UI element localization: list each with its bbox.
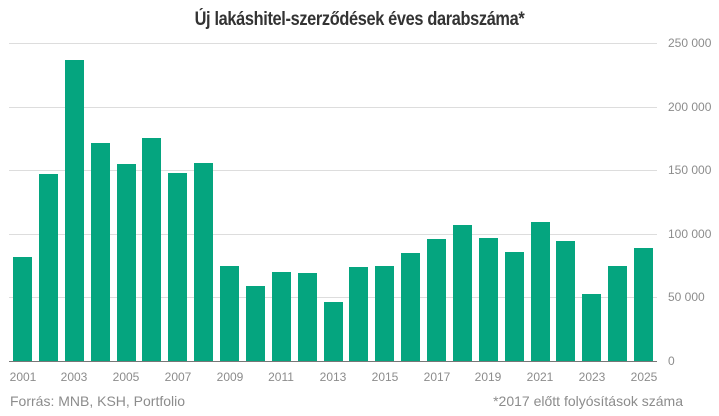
x-tick-label: 2009 (216, 370, 244, 384)
y-tick-label: 0 (668, 354, 675, 368)
bar-2023 (582, 294, 601, 361)
x-tick-label: 2011 (268, 370, 294, 384)
bar-2001 (13, 257, 32, 361)
bar-2012 (298, 273, 317, 361)
bar-2013 (324, 302, 343, 361)
bar-2021 (531, 222, 550, 361)
gridline (9, 234, 657, 235)
x-tick-label: 2003 (60, 370, 88, 384)
bar-2007 (168, 173, 187, 361)
bar-2022 (556, 241, 575, 361)
x-axis-line (9, 361, 657, 362)
bar-2017 (427, 239, 446, 361)
x-tick-label: 2007 (164, 370, 192, 384)
source-note: Forrás: MNB, KSH, Portfolio (10, 393, 186, 409)
y-tick-label: 100 000 (668, 227, 712, 241)
bar-2010 (246, 286, 265, 361)
gridline (9, 107, 657, 108)
x-tick-label: 2015 (371, 370, 399, 384)
bar-2024 (608, 266, 627, 361)
y-tick-label: 50 000 (668, 290, 705, 304)
bar-2019 (479, 238, 498, 361)
bar-2004 (91, 143, 110, 361)
bar-2018 (453, 225, 472, 361)
bar-2009 (220, 266, 239, 361)
bar-2014 (349, 267, 368, 361)
gridline (9, 43, 657, 44)
bar-2002 (39, 174, 58, 361)
footnote: *2017 előtt folyósítások száma (493, 393, 683, 409)
y-tick-label: 250 000 (668, 36, 712, 50)
bar-2016 (401, 253, 420, 361)
x-tick-label: 2017 (423, 370, 451, 384)
x-tick-label: 2001 (9, 370, 37, 384)
gridline (9, 170, 657, 171)
x-tick-label: 2019 (474, 370, 502, 384)
x-tick-label: 2021 (526, 370, 554, 384)
bar-2020 (505, 252, 524, 361)
bar-2011 (272, 272, 291, 361)
bar-2005 (117, 164, 136, 361)
x-tick-label: 2005 (112, 370, 140, 384)
y-tick-label: 200 000 (668, 100, 712, 114)
bar-2015 (375, 266, 394, 361)
bar-2008 (194, 163, 213, 361)
x-tick-label: 2023 (578, 370, 606, 384)
bar-2006 (142, 138, 161, 361)
chart-title: Új lakáshitel-szerződések éves darabszám… (194, 9, 525, 30)
x-tick-label: 2025 (630, 370, 658, 384)
x-tick-label: 2013 (319, 370, 347, 384)
y-tick-label: 150 000 (668, 163, 712, 177)
bar-2003 (65, 60, 84, 361)
bar-2025 (634, 248, 653, 361)
gridline (9, 297, 657, 298)
